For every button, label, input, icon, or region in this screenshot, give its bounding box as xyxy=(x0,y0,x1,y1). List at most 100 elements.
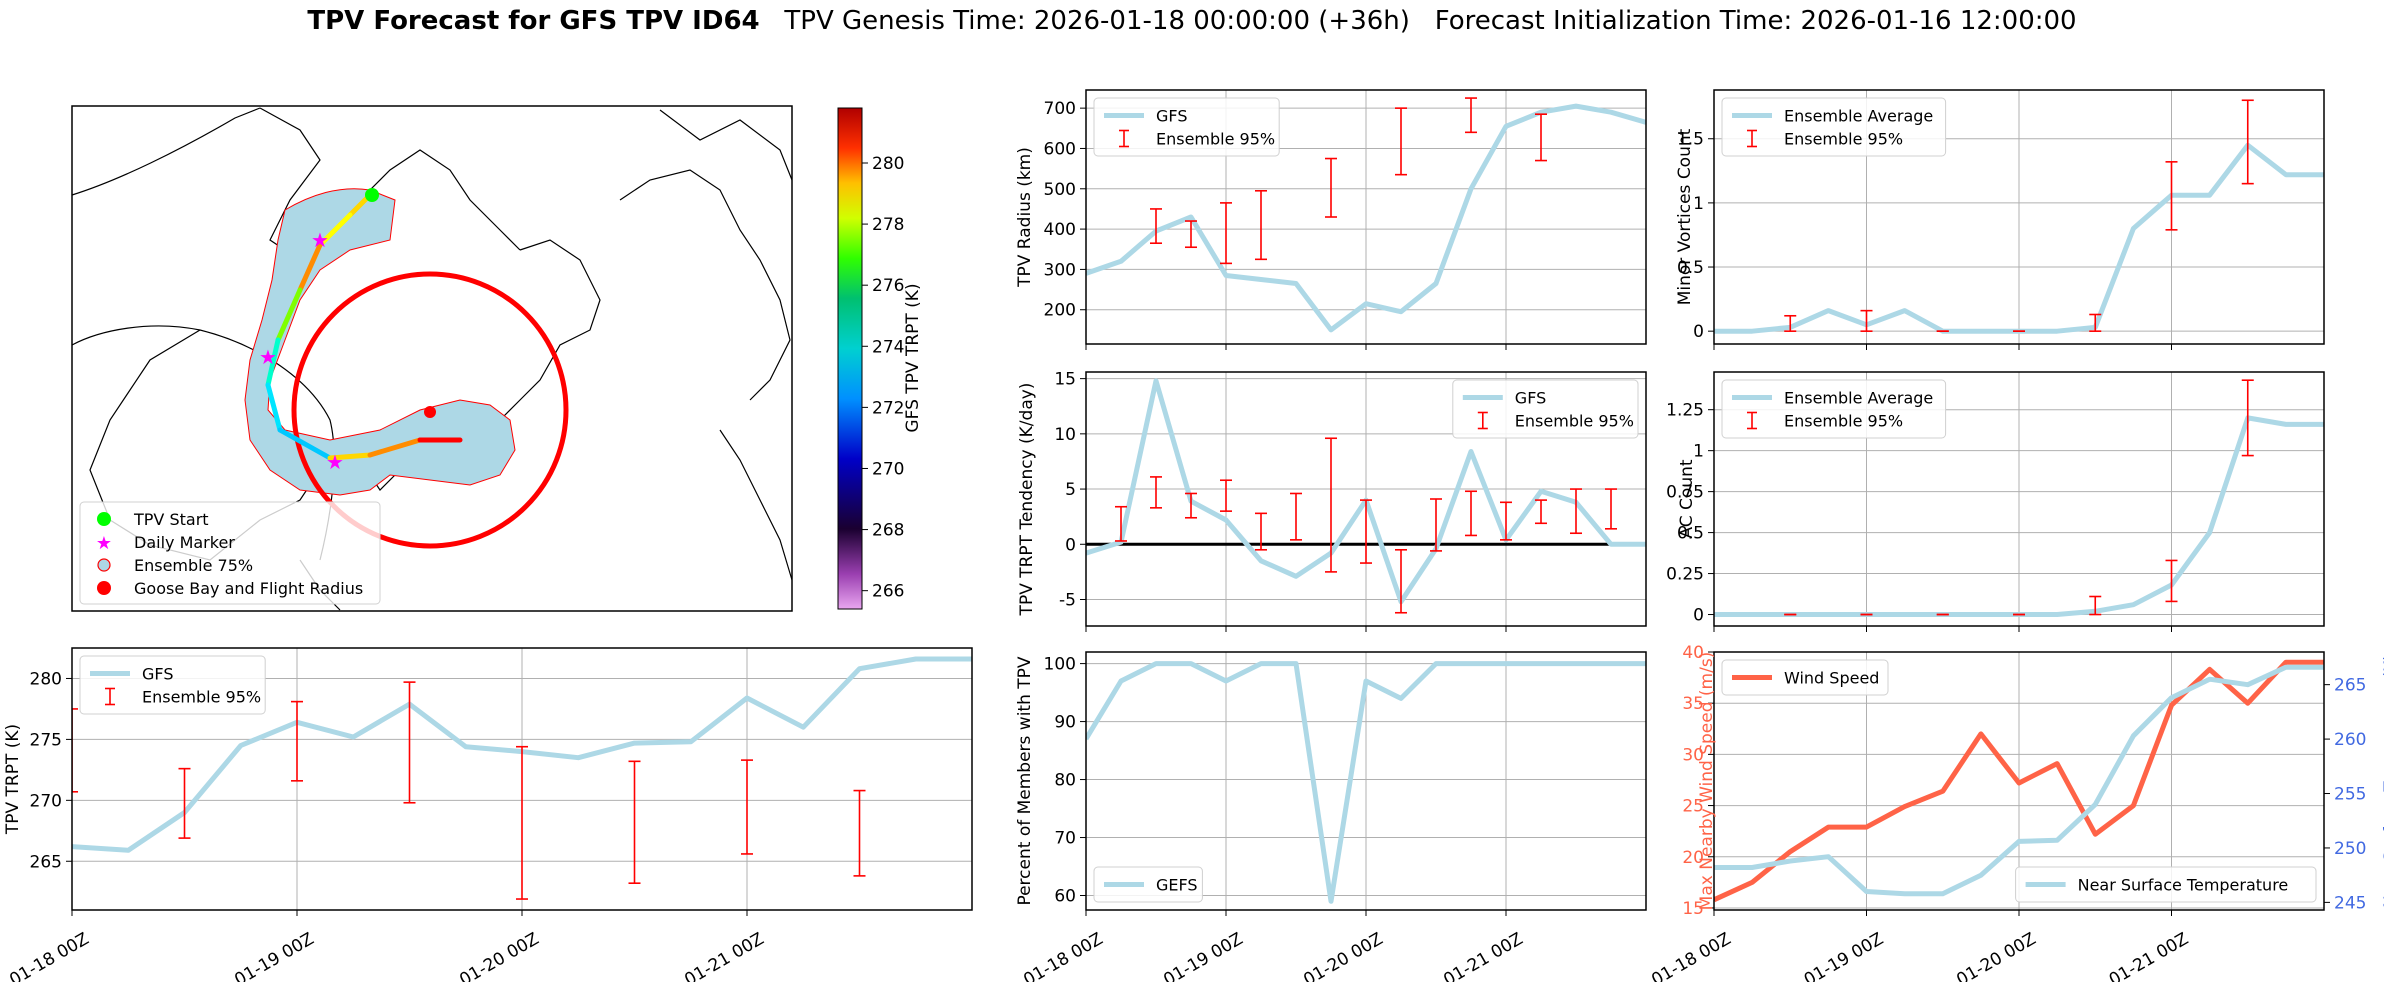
series-line-0 xyxy=(1086,103,1646,333)
y-tick-label: 20 xyxy=(1682,848,1704,868)
y-tick-label: 1 xyxy=(1693,194,1704,214)
error-bar xyxy=(72,708,78,793)
legend-start-label: TPV Start xyxy=(133,510,209,529)
y-tick-label: 280 xyxy=(30,669,62,689)
error-bar xyxy=(178,767,191,839)
y-tick-label: 0 xyxy=(1065,535,1076,555)
legend: Near Surface Temperature xyxy=(2015,866,2317,903)
y-tick-label: 15 xyxy=(1682,899,1704,919)
legend-goose-label: Goose Bay and Flight Radius xyxy=(134,579,363,598)
y-tick-label-right: 250 xyxy=(2334,839,2366,859)
plot-area xyxy=(72,656,972,900)
colorbar-tick-label: 272 xyxy=(872,398,904,418)
y-tick-label: 0.75 xyxy=(1666,483,1704,503)
y-tick-label: 90 xyxy=(1054,713,1076,733)
error-bar xyxy=(1150,208,1162,245)
y-axis-label: TPV TRPT Tendency (K/day) xyxy=(1017,383,1037,617)
error-bar xyxy=(1325,437,1337,573)
error-bar xyxy=(2089,595,2102,616)
coast-arc-west xyxy=(71,107,261,196)
error-bar xyxy=(1290,492,1302,541)
coast-europe xyxy=(719,429,793,581)
legend-ensemble-icon xyxy=(97,558,111,572)
y-tick-label: 1 xyxy=(1693,442,1704,462)
legend: GFS Ensemble 95% xyxy=(1093,97,1280,157)
legend-label: Ensemble 95% xyxy=(142,688,261,707)
y-tick-label: 600 xyxy=(1044,139,1076,159)
x-tick-label: 01-18 00Z xyxy=(6,929,92,982)
y-tick-label: 0 xyxy=(1693,322,1704,342)
error-bar xyxy=(1255,512,1267,551)
plot-area xyxy=(1714,99,2324,334)
legend: Wind Speed xyxy=(1721,659,1889,696)
error-bar xyxy=(1185,492,1197,519)
legend-label: Ensemble 95% xyxy=(1784,130,1903,149)
chart-ac: 0 0.25 0.5 0.75 1 1.25 AC Count Ensemble Averag… xyxy=(1666,371,2325,632)
colorbar-tick-label: 266 xyxy=(872,582,904,602)
chart-tendency: -5 0 5 10 15 TPV TRPT Tendency (K/day) GFS Ense… xyxy=(1017,370,1647,632)
map-legend: TPV Start ★ Daily Marker Ensemble 75% Go… xyxy=(79,501,381,605)
error-bar xyxy=(2089,313,2102,332)
legend: GFS Ensemble 95% xyxy=(79,655,266,715)
chart-trpt: 265 270 275 280 01-18 00Z 01-19 00Z 01-20 00Z 0… xyxy=(3,647,973,982)
y-tick-label: 35 xyxy=(1682,694,1704,714)
legend: Ensemble Average Ensemble 95% xyxy=(1721,379,1947,439)
coast-greenland xyxy=(619,169,791,401)
y-tick-label: 25 xyxy=(1682,797,1704,817)
daily-marker-1: ★ xyxy=(311,228,329,252)
x-tick-label: 01-21 00Z xyxy=(2106,929,2192,982)
y-axis-label: Max Nearby Wind Speed (m/s) xyxy=(1697,652,1717,911)
x-tick-label: 01-20 00Z xyxy=(456,929,542,982)
y-tick-label: 40 xyxy=(1682,643,1704,663)
legend-label: GEFS xyxy=(1156,876,1198,895)
error-bar xyxy=(1220,202,1232,265)
legend-box xyxy=(1721,659,1889,696)
legend-label: Ensemble Average xyxy=(1784,389,1933,408)
error-bar xyxy=(1500,501,1512,541)
title-rest: TPV Genesis Time: 2026-01-18 00:00:00 (+… xyxy=(760,6,2077,36)
y-tick-label-right: 265 xyxy=(2334,676,2366,696)
error-bar xyxy=(2165,559,2178,603)
error-bar xyxy=(1465,97,1477,134)
y-tick-label-right: 260 xyxy=(2334,730,2366,750)
daily-marker-3: ★ xyxy=(326,450,344,474)
y-tick-label: 1.25 xyxy=(1666,401,1704,421)
legend-label: Near Surface Temperature xyxy=(2078,876,2289,895)
colorbar-ticks: 266 268 270 272 274 276 278 280 xyxy=(862,154,904,602)
x-tick-label: 01-20 00Z xyxy=(1300,929,1386,982)
y-axis-label: Percent of Members with TPV xyxy=(1015,656,1035,905)
legend-start-icon xyxy=(97,512,111,526)
figure-title: TPV Forecast for GFS TPV ID64 TPV Genesi… xyxy=(307,6,2076,36)
error-bar xyxy=(1465,490,1477,537)
error-bar xyxy=(1150,476,1162,509)
y-tick-label: 500 xyxy=(1044,180,1076,200)
legend-box xyxy=(1452,379,1639,439)
axes-frame xyxy=(1713,371,2325,627)
y-tick-label: 1.5 xyxy=(1677,130,1704,150)
y-tick-label: 0 xyxy=(1693,606,1704,626)
error-bar xyxy=(1430,498,1442,552)
daily-marker-2: ★ xyxy=(259,345,277,369)
error-bar xyxy=(1395,548,1407,614)
legend-box xyxy=(1093,97,1280,157)
y-tick-label: 265 xyxy=(30,852,62,872)
error-bar xyxy=(1784,314,1797,332)
colorbar xyxy=(837,107,863,610)
chart-radius: 200 300 400 500 600 700 TPV Radius (km) GFS Ense… xyxy=(1015,89,1647,350)
error-bar xyxy=(1220,479,1232,512)
y-tick-label: 270 xyxy=(30,791,62,811)
error-bar xyxy=(1605,488,1617,530)
legend-label: Ensemble 95% xyxy=(1515,412,1634,431)
plot-area xyxy=(1714,659,2324,903)
axes-frame xyxy=(1085,651,1647,911)
y-axis-label: AC Count xyxy=(1677,459,1697,538)
colorbar-tick-label: 278 xyxy=(872,215,904,235)
colorbar-label: GFS TPV TRPT (K) xyxy=(903,283,923,432)
error-bar xyxy=(1325,157,1337,218)
y-tick-label: 100 xyxy=(1044,655,1076,675)
x-tick-label: 01-21 00Z xyxy=(681,929,767,982)
legend-box xyxy=(1721,97,1947,157)
axes-frame xyxy=(1713,651,2325,911)
chart-members: 60 70 80 90 100 01-18 00Z 01-19 00Z 01-20 00Z 01… xyxy=(1015,651,1647,982)
